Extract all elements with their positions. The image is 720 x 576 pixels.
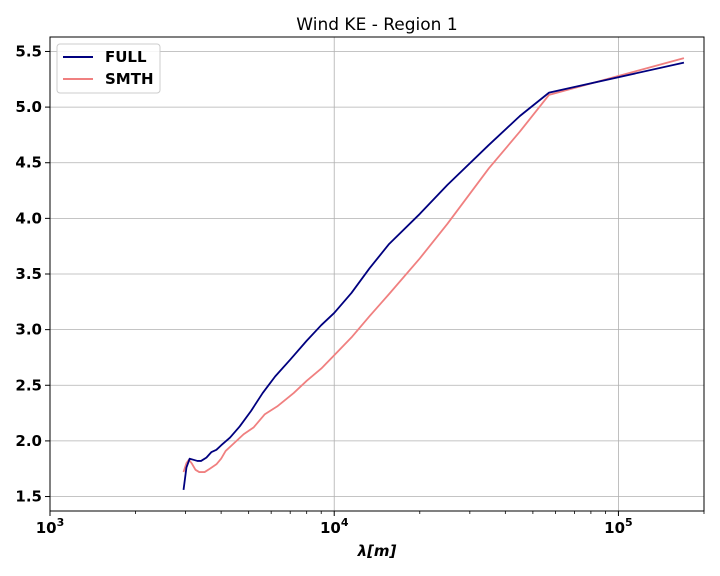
y-tick-label: 3.5 — [15, 265, 42, 283]
series-lines — [182, 57, 685, 490]
y-tick-label: 4.5 — [15, 154, 42, 172]
y-tick-label: 5.0 — [15, 98, 42, 116]
x-tick-label: 104 — [320, 516, 349, 537]
axis-ticks: 1.5 2.0 2.5 3.0 3.5 4.0 4.5 5.0 5.5 103 104 105 — [15, 42, 705, 537]
legend: FULL SMTH — [56, 43, 161, 94]
series-line-full — [182, 61, 685, 490]
y-tick-label: 2.0 — [15, 432, 42, 450]
y-tick-label: 2.5 — [15, 376, 42, 394]
x-axis-label: λ[m] — [357, 542, 397, 560]
series-line-smth — [182, 57, 685, 473]
legend-label-smth: SMTH — [105, 70, 154, 88]
y-tick-label: 4.0 — [15, 209, 42, 227]
chart-title: Wind KE - Region 1 — [296, 15, 457, 35]
y-tick-label: 5.5 — [15, 42, 42, 60]
legend-label-full: FULL — [105, 48, 147, 66]
x-tick-label: 103 — [36, 516, 65, 537]
x-tick-label: 105 — [604, 516, 633, 537]
y-tick-label: 3.0 — [15, 321, 42, 339]
y-tick-label: 1.5 — [15, 488, 42, 506]
grid-lines — [49, 37, 704, 511]
